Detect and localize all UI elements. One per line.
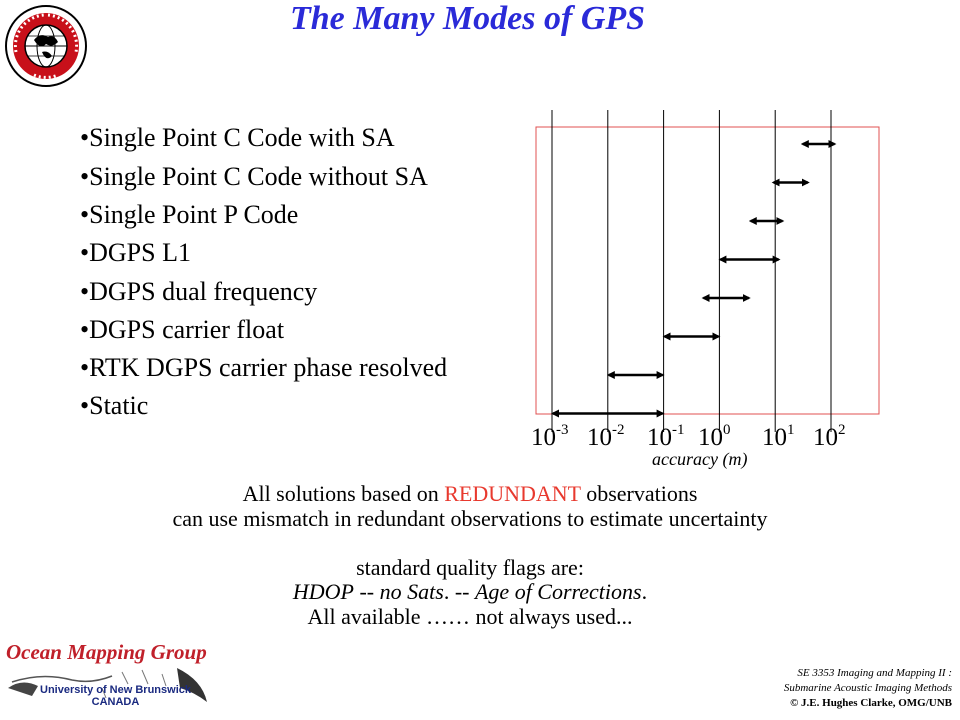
tick-exponent: -3 [556, 422, 569, 438]
redundant-statement: All solutions based on REDUNDANT observa… [0, 481, 940, 507]
flag-separator: -- [353, 579, 380, 604]
ocean-mapping-graphic-icon [8, 668, 207, 702]
x-tick-label: 101 [762, 422, 795, 452]
quality-flags-list: HDOP -- no Sats. -- Age of Corrections. [0, 579, 940, 605]
unb-line2: CANADA [91, 696, 140, 708]
tick-exponent: 1 [787, 422, 795, 438]
x-tick-label: 102 [813, 422, 846, 452]
x-tick-label: 10-3 [531, 422, 569, 452]
globe-icon [5, 5, 87, 87]
x-tick-label: 100 [698, 422, 731, 452]
flag-age: Age of Corrections [474, 579, 642, 604]
available-statement: All available …… not always used... [307, 604, 633, 629]
tick-base: 10 [813, 424, 838, 451]
copyright: © J.E. Hughes Clarke, OMG/UNB [790, 697, 952, 709]
unb-line1: University of New Brunswick [40, 684, 191, 696]
slide-title: The Many Modes of GPS [289, 0, 646, 37]
flag-sats: no Sats [379, 579, 444, 604]
tick-base: 10 [587, 424, 612, 451]
tick-base: 10 [531, 424, 556, 451]
tick-base: 10 [698, 424, 723, 451]
bullet-item: •Static [80, 391, 149, 420]
bullet-item: •DGPS dual frequency [80, 277, 318, 306]
bullet-item: •Single Point P Code [80, 200, 299, 229]
quality-flags-heading: standard quality flags are: [356, 555, 584, 580]
uncertainty-statement: can use mismatch in redundant observatio… [172, 506, 768, 531]
tick-exponent: 2 [838, 422, 846, 438]
tick-exponent: -2 [612, 422, 625, 438]
bullet-item: •DGPS carrier float [80, 315, 285, 344]
redundant-word: REDUNDANT [444, 481, 581, 506]
x-tick-label: 10-1 [647, 422, 685, 452]
unb-logo-text: University of New Brunswick CANADA [40, 684, 191, 708]
flag-separator: . [641, 579, 648, 604]
course-subtitle: Submarine Acoustic Imaging Methods [783, 682, 952, 694]
tick-exponent: 0 [723, 422, 731, 438]
unb-geodesy-seal-logo [4, 4, 88, 88]
bullet-item: •RTK DGPS carrier phase resolved [80, 353, 448, 382]
bullet-item: •DGPS L1 [80, 238, 191, 267]
tick-base: 10 [647, 424, 672, 451]
chart-frame [535, 126, 880, 415]
tick-base: 10 [762, 424, 787, 451]
course-title: SE 3353 Imaging and Mapping II : [797, 667, 952, 679]
bullet-item: •Single Point C Code with SA [80, 123, 395, 152]
tick-exponent: -1 [672, 422, 685, 438]
x-axis-label: accuracy (m) [652, 449, 748, 469]
statement-text: All solutions based on [242, 481, 445, 506]
statement-text: observations [580, 481, 698, 506]
x-tick-label: 10-2 [587, 422, 625, 452]
ocean-mapping-group-logo-text: Ocean Mapping Group [6, 640, 207, 664]
bullet-item: •Single Point C Code without SA [80, 162, 428, 191]
flag-hdop: HDOP [292, 579, 354, 604]
footer-credits: SE 3353 Imaging and Mapping II : Submari… [784, 666, 952, 711]
flag-separator: . -- [443, 579, 475, 604]
